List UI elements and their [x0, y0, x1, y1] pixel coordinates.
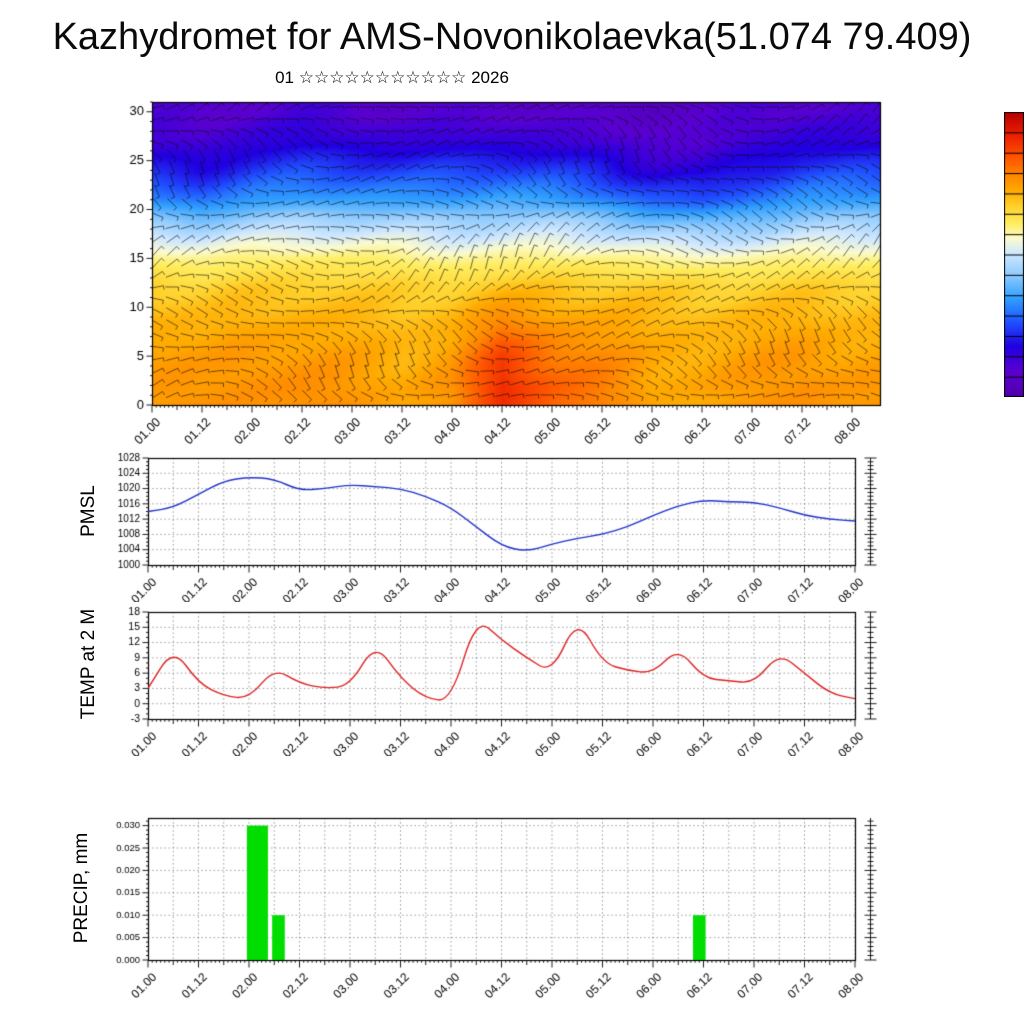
- colorbar: [1004, 112, 1024, 397]
- page-title: Kazhydromet for AMS-Novonikolaevka(51.07…: [52, 16, 972, 58]
- pmsl-chart: [0, 450, 1024, 602]
- date-subtitle: 01 ☆☆☆☆☆☆☆☆☆☆☆ 2026: [275, 68, 509, 87]
- precip-chart: [0, 810, 1024, 1020]
- temp-chart: [0, 604, 1024, 756]
- cross-section-chart: [0, 88, 1024, 460]
